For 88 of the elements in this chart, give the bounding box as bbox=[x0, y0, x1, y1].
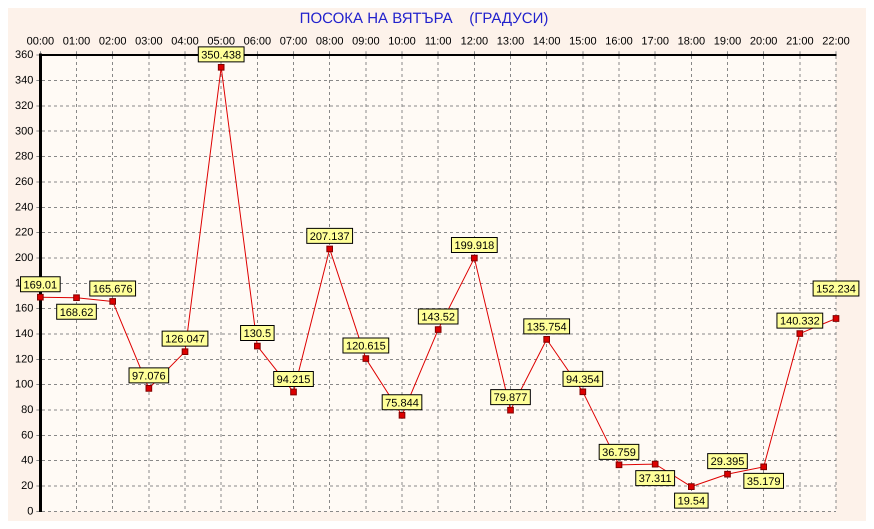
x-tick-label: 19:00 bbox=[714, 36, 742, 48]
x-tick-label: 10:00 bbox=[388, 36, 416, 48]
data-label: 19.54 bbox=[678, 496, 706, 508]
point bbox=[652, 460, 658, 468]
x-tick-label: 07:00 bbox=[280, 36, 308, 48]
x-tick-label: 18:00 bbox=[678, 36, 706, 48]
data-label: 152.234 bbox=[816, 284, 856, 296]
y-tick-label: 120 bbox=[14, 353, 34, 366]
x-tick-label: 04:00 bbox=[171, 36, 199, 48]
x-tick-label: 12:00 bbox=[460, 36, 488, 48]
x-tick-label: 16:00 bbox=[605, 36, 633, 48]
data-label: 199.918 bbox=[454, 240, 494, 252]
point bbox=[290, 388, 297, 396]
data-label: 94.215 bbox=[276, 374, 310, 386]
y-tick-label: 100 bbox=[14, 378, 34, 391]
data-label: 130.5 bbox=[244, 328, 272, 340]
point bbox=[182, 348, 188, 355]
x-tick-label: 09:00 bbox=[352, 36, 380, 48]
y-tick-label: 340 bbox=[14, 74, 34, 87]
data-label: 36.759 bbox=[602, 446, 636, 459]
x-tick-label: 06:00 bbox=[244, 36, 272, 48]
data-label: 143.52 bbox=[421, 312, 456, 324]
x-tick-label: 20:00 bbox=[750, 36, 778, 48]
point bbox=[398, 412, 406, 419]
point bbox=[326, 246, 334, 252]
x-tick-label: 03:00 bbox=[135, 36, 163, 48]
point bbox=[109, 298, 116, 305]
x-tick-label: 15:00 bbox=[569, 36, 597, 48]
data-label: 165.676 bbox=[92, 283, 133, 296]
x-tick-label: 14:00 bbox=[532, 36, 560, 48]
y-tick-label: 60 bbox=[21, 429, 34, 442]
data-label: 35.179 bbox=[746, 476, 780, 488]
point bbox=[37, 294, 44, 301]
y-tick-label: 200 bbox=[14, 252, 34, 264]
data-label: 97.076 bbox=[132, 370, 166, 382]
data-label: 140.332 bbox=[780, 316, 820, 328]
x-tick-label: 00:00 bbox=[26, 36, 54, 48]
y-tick-label: 240 bbox=[14, 201, 34, 214]
y-tick-label: 20 bbox=[21, 480, 34, 492]
data-label: 79.877 bbox=[494, 392, 528, 404]
data-label: 94.354 bbox=[566, 374, 600, 386]
point bbox=[616, 461, 622, 468]
data-label: 126.047 bbox=[165, 334, 205, 346]
x-tick-label: 13:00 bbox=[496, 36, 524, 48]
y-tick-label: 360 bbox=[14, 49, 34, 62]
y-tick-label: 300 bbox=[14, 125, 34, 138]
data-label: 169.01 bbox=[24, 279, 58, 292]
y-tick-label: 320 bbox=[14, 100, 34, 112]
point bbox=[580, 388, 586, 396]
x-tick-label: 08:00 bbox=[316, 36, 344, 48]
y-tick-label: 260 bbox=[14, 176, 34, 188]
y-tick-label: 40 bbox=[21, 454, 34, 467]
data-label: 135.754 bbox=[526, 321, 567, 334]
y-tick-label: 140 bbox=[14, 328, 34, 340]
data-label: 350.438 bbox=[201, 49, 242, 62]
y-tick-label: 160 bbox=[14, 302, 34, 315]
point bbox=[832, 315, 840, 322]
y-tick-label: 80 bbox=[21, 404, 34, 416]
point bbox=[688, 483, 695, 490]
data-label: 29.395 bbox=[710, 456, 744, 468]
point bbox=[218, 64, 225, 71]
point bbox=[543, 336, 550, 343]
x-tick-label: 21:00 bbox=[786, 36, 814, 48]
point bbox=[760, 463, 767, 470]
y-tick-label: 280 bbox=[14, 150, 34, 163]
point bbox=[362, 355, 370, 362]
y-tick-label: 0 bbox=[27, 505, 34, 518]
x-tick-label: 11:00 bbox=[424, 36, 452, 48]
point bbox=[254, 342, 261, 350]
data-label: 120.615 bbox=[346, 340, 386, 353]
point bbox=[146, 385, 152, 392]
data-label: 168.62 bbox=[60, 306, 94, 319]
x-tick-label: 05:00 bbox=[207, 36, 235, 48]
point bbox=[796, 330, 804, 337]
data-label: 207.137 bbox=[310, 230, 350, 243]
data-label: 75.844 bbox=[385, 397, 419, 410]
data-label: 37.311 bbox=[638, 473, 672, 486]
chart-title: ПОСОКА НА ВЯТЪРА (ГРАДУСИ) bbox=[300, 10, 548, 28]
point bbox=[73, 294, 80, 302]
x-tick-label: 22:00 bbox=[822, 36, 850, 48]
point bbox=[434, 326, 442, 333]
point bbox=[471, 254, 478, 262]
point bbox=[724, 470, 731, 478]
y-tick-label: 220 bbox=[14, 226, 34, 239]
point bbox=[507, 406, 514, 414]
x-tick-label: 02:00 bbox=[98, 36, 126, 48]
x-tick-label: 17:00 bbox=[641, 36, 669, 48]
x-tick-label: 01:00 bbox=[62, 36, 90, 48]
